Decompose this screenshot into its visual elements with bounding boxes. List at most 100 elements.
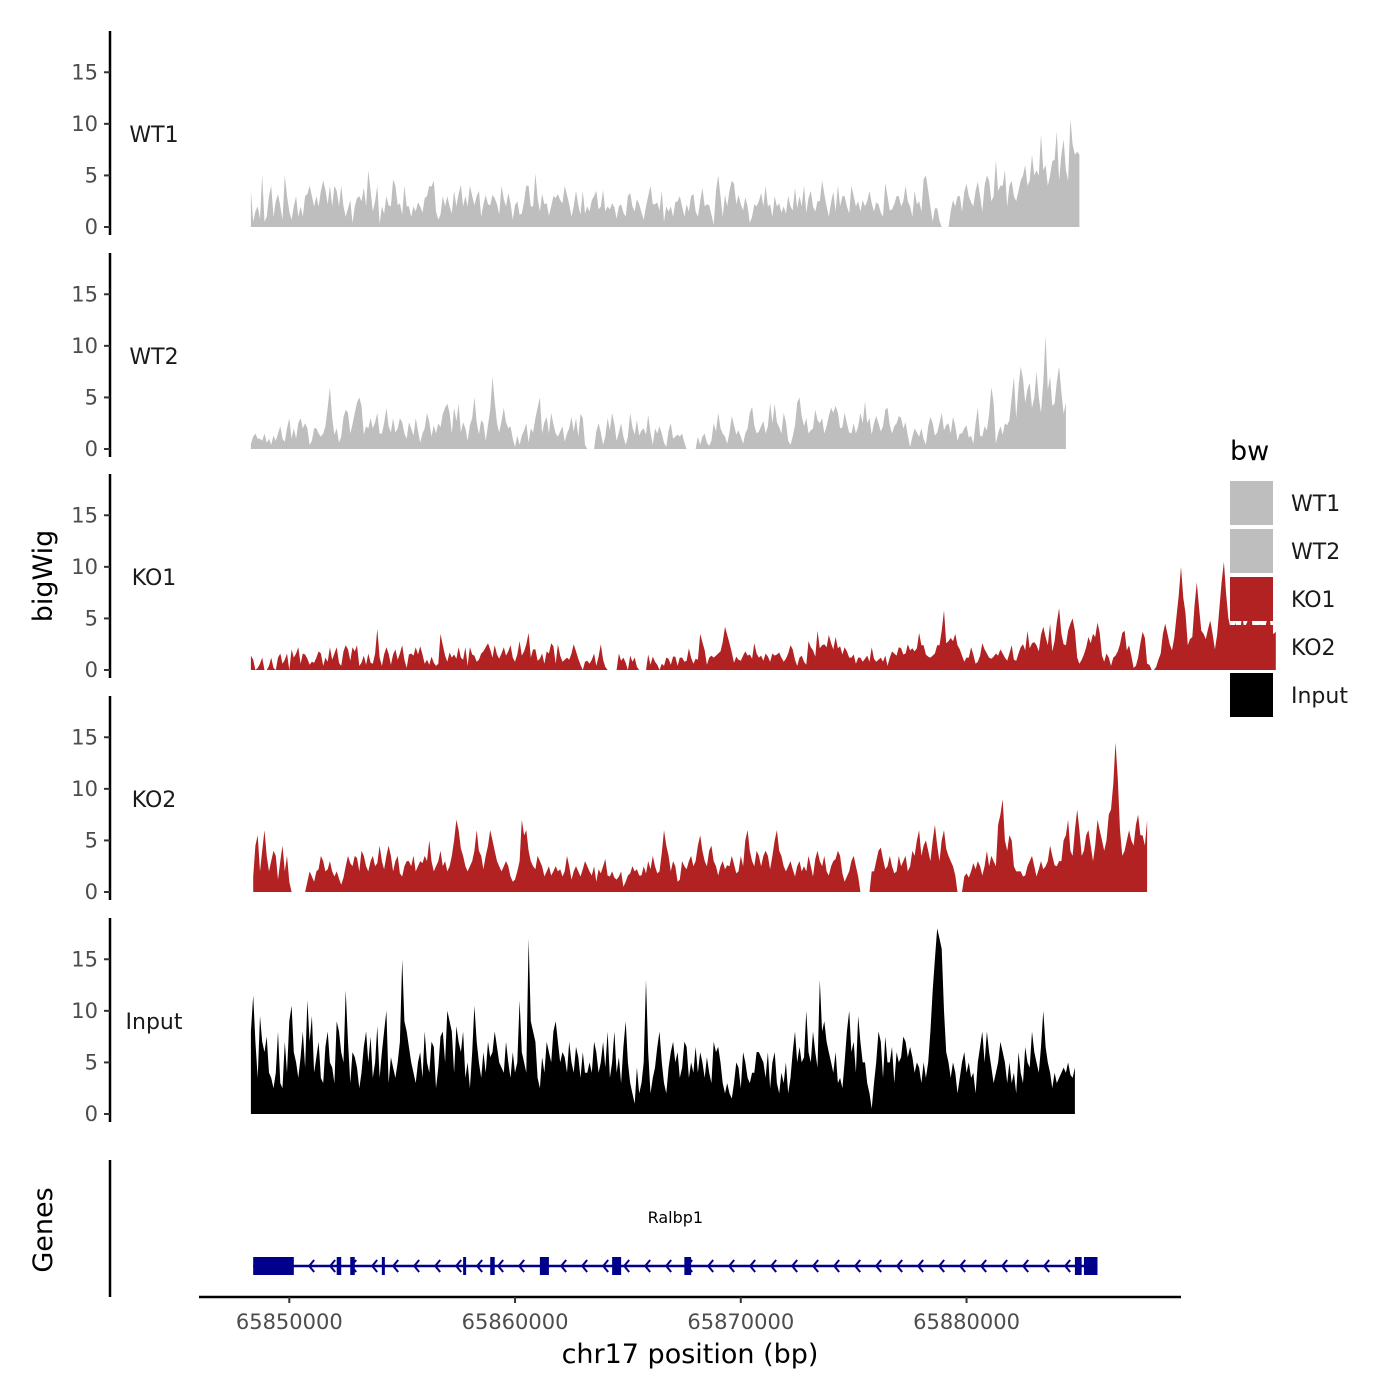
gene-exon: [1083, 1257, 1098, 1275]
legend-title: bw: [1230, 436, 1269, 467]
y-tick-label: 10: [71, 112, 98, 136]
y-tick-label: 10: [71, 777, 98, 801]
strand-arrow: [958, 1259, 966, 1273]
track-ko1: 0 5 10 15 KO1: [71, 474, 1276, 682]
y-tick-label: 5: [85, 163, 98, 187]
y-tick-label: 0: [85, 880, 98, 904]
gene-exon: [336, 1257, 342, 1275]
strand-arrow: [832, 1259, 840, 1273]
coverage-area-input: [250, 928, 1075, 1114]
strand-arrow: [895, 1259, 903, 1273]
gene-ralbp1: Ralbp1: [253, 1208, 1098, 1275]
strand-arrow: [790, 1259, 798, 1273]
genes-axis-title: Genes: [28, 1187, 59, 1272]
gene-name-label: Ralbp1: [648, 1208, 704, 1227]
legend-swatch: [1230, 625, 1273, 669]
gene-exon: [539, 1257, 549, 1275]
strand-arrow: [580, 1259, 588, 1273]
y-tick-label: 15: [71, 725, 98, 749]
y-tick-label: 0: [85, 215, 98, 239]
track-label: Input: [126, 1010, 183, 1035]
strand-arrow: [811, 1259, 819, 1273]
coverage-area-wt1: [250, 118, 1080, 227]
track-input: 0 5 10 15 Input: [71, 918, 1075, 1126]
strand-arrow: [1063, 1259, 1071, 1273]
strand-arrow: [307, 1259, 315, 1273]
legend-label: Input: [1291, 684, 1348, 709]
track-ko2: 0 5 10 15 KO2: [71, 696, 1148, 904]
coverage-area-ko2: [253, 742, 1148, 892]
strand-arrow: [853, 1259, 861, 1273]
strand-arrow: [916, 1259, 924, 1273]
strand-arrow: [748, 1259, 756, 1273]
legend-item-ko1: KO1: [1230, 577, 1336, 621]
x-tick-label: 65880000: [913, 1310, 1020, 1334]
gene-track: Ralbp1: [108, 1160, 1098, 1297]
gene-exon: [684, 1257, 692, 1275]
coverage-area-wt2: [250, 335, 1066, 449]
legend-item-wt2: WT2: [1230, 529, 1340, 573]
strand-arrow: [370, 1259, 378, 1273]
strand-arrow: [454, 1259, 462, 1273]
strand-arrow: [433, 1259, 441, 1273]
y-tick-label: 15: [71, 282, 98, 306]
strand-arrow: [664, 1259, 672, 1273]
y-tick-label: 0: [85, 658, 98, 682]
x-tick-label: 65850000: [236, 1310, 343, 1334]
strand-arrow: [412, 1259, 420, 1273]
strand-arrow: [727, 1259, 735, 1273]
gene-exon: [381, 1257, 385, 1275]
strand-arrow: [979, 1259, 987, 1273]
y-tick-label: 0: [85, 437, 98, 461]
track-label: KO2: [132, 788, 177, 813]
legend-swatch: [1230, 529, 1273, 573]
strand-arrow: [517, 1259, 525, 1273]
strand-arrow: [937, 1259, 945, 1273]
legend-item-input: Input: [1230, 673, 1348, 717]
legend-swatch: [1230, 577, 1273, 621]
y-tick-label: 5: [85, 828, 98, 852]
strand-arrow: [1042, 1259, 1050, 1273]
y-tick-label: 15: [71, 947, 98, 971]
y-tick-label: 10: [71, 334, 98, 358]
track-label: WT1: [129, 123, 178, 148]
strand-arrow: [601, 1259, 609, 1273]
legend: bw WT1 WT2 KO1 KO2 Input: [1230, 436, 1348, 717]
x-tick-label: 65860000: [462, 1310, 569, 1334]
strand-arrow: [559, 1259, 567, 1273]
legend-swatch: [1230, 481, 1273, 525]
legend-label: KO1: [1291, 588, 1336, 613]
legend-item-ko2: KO2: [1230, 625, 1336, 669]
x-axis: 65850000 65860000 65870000 65880000: [199, 1295, 1181, 1334]
legend-label: WT2: [1291, 540, 1340, 565]
strand-arrow: [328, 1259, 336, 1273]
strand-arrow: [622, 1259, 630, 1273]
strand-arrow: [391, 1259, 399, 1273]
y-tick-label: 10: [71, 555, 98, 579]
coverage-area-ko1: [250, 561, 1276, 670]
strand-arrow: [1000, 1259, 1008, 1273]
legend-label: WT1: [1291, 492, 1340, 517]
y-tick-label: 5: [85, 606, 98, 630]
strand-arrow: [643, 1259, 651, 1273]
y-axis-title: bigWig: [28, 530, 59, 623]
y-tick-label: 15: [71, 503, 98, 527]
strand-arrow: [706, 1259, 714, 1273]
gene-exon: [612, 1257, 622, 1275]
strand-arrow: [874, 1259, 882, 1273]
x-tick-label: 65870000: [687, 1310, 794, 1334]
gene-exon: [490, 1257, 495, 1275]
gene-exon: [463, 1257, 467, 1275]
track-label: KO1: [132, 566, 177, 591]
y-tick-label: 10: [71, 999, 98, 1023]
legend-item-wt1: WT1: [1230, 481, 1340, 525]
gene-exon: [1074, 1257, 1082, 1275]
strand-arrow: [475, 1259, 483, 1273]
strand-arrow: [769, 1259, 777, 1273]
legend-swatch: [1230, 673, 1273, 717]
strand-arrow: [496, 1259, 504, 1273]
y-tick-label: 0: [85, 1102, 98, 1126]
track-label: WT2: [129, 345, 178, 370]
track-wt2: 0 5 10 15 WT2: [71, 253, 1066, 461]
